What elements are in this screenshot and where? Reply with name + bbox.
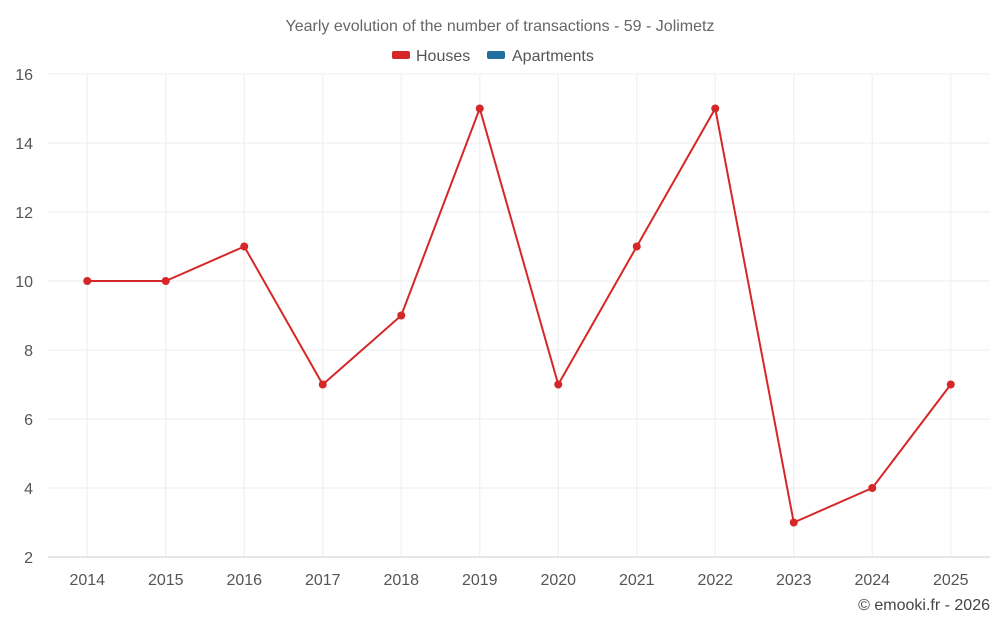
- y-axis-ticks: 2 4 6 8 10 12 14 16: [15, 67, 33, 567]
- data-point-houses-2019[interactable]: [475, 104, 484, 113]
- y-tick-label-8: 8: [24, 343, 33, 360]
- y-tick-label-2: 2: [24, 550, 33, 567]
- legend-swatch-houses: [392, 51, 410, 59]
- data-point-houses-2022[interactable]: [711, 104, 720, 113]
- data-point-houses-2025[interactable]: [946, 380, 955, 389]
- data-point-houses-2023[interactable]: [789, 518, 798, 527]
- data-point-houses-2014[interactable]: [83, 277, 92, 285]
- x-tick-label-2016: 2016: [226, 572, 262, 589]
- data-point-houses-2020[interactable]: [554, 380, 563, 389]
- y-tick-label-10: 10: [15, 274, 33, 291]
- x-tick-label-2014: 2014: [69, 572, 105, 589]
- credit-text: © emooki.fr - 2026: [858, 597, 990, 614]
- x-tick-label-2025: 2025: [933, 572, 969, 589]
- x-tick-label-2019: 2019: [462, 572, 498, 589]
- legend-label-apartments: Apartments: [512, 48, 594, 65]
- x-tick-label-2022: 2022: [697, 572, 733, 589]
- y-tick-label-16: 16: [15, 67, 33, 84]
- x-tick-label-2023: 2023: [776, 572, 812, 589]
- x-tick-label-2021: 2021: [619, 572, 655, 589]
- series-line-houses: [87, 107, 952, 524]
- grid: [48, 73, 990, 557]
- x-tick-label-2020: 2020: [540, 572, 576, 589]
- y-tick-label-6: 6: [24, 412, 33, 429]
- x-axis-ticks: 2014 2015 2016 2017 2018 2019 2020 2021 2022 2023…: [69, 572, 968, 589]
- x-tick-label-2018: 2018: [383, 572, 419, 589]
- data-point-houses-2024[interactable]: [868, 484, 877, 492]
- data-point-houses-2016[interactable]: [240, 242, 249, 251]
- legend-swatch-apartments: [487, 51, 505, 59]
- data-point-houses-2018[interactable]: [397, 311, 406, 320]
- y-tick-label-14: 14: [15, 136, 33, 153]
- x-tick-label-2017: 2017: [305, 572, 341, 589]
- legend-item-apartments[interactable]: Apartments: [487, 48, 594, 65]
- data-point-houses-2021[interactable]: [632, 242, 641, 251]
- chart-title: Yearly evolution of the number of transa…: [286, 18, 715, 35]
- y-tick-label-4: 4: [24, 481, 33, 498]
- series: [83, 104, 955, 527]
- x-tick-label-2024: 2024: [854, 572, 890, 589]
- x-tick-label-2015: 2015: [148, 572, 184, 589]
- data-point-houses-2017[interactable]: [318, 380, 327, 389]
- legend-item-houses[interactable]: Houses: [392, 48, 470, 65]
- legend-label-houses: Houses: [416, 48, 470, 65]
- y-tick-label-12: 12: [15, 205, 33, 222]
- legend: Houses Apartments: [392, 48, 594, 65]
- data-point-houses-2015[interactable]: [161, 277, 170, 285]
